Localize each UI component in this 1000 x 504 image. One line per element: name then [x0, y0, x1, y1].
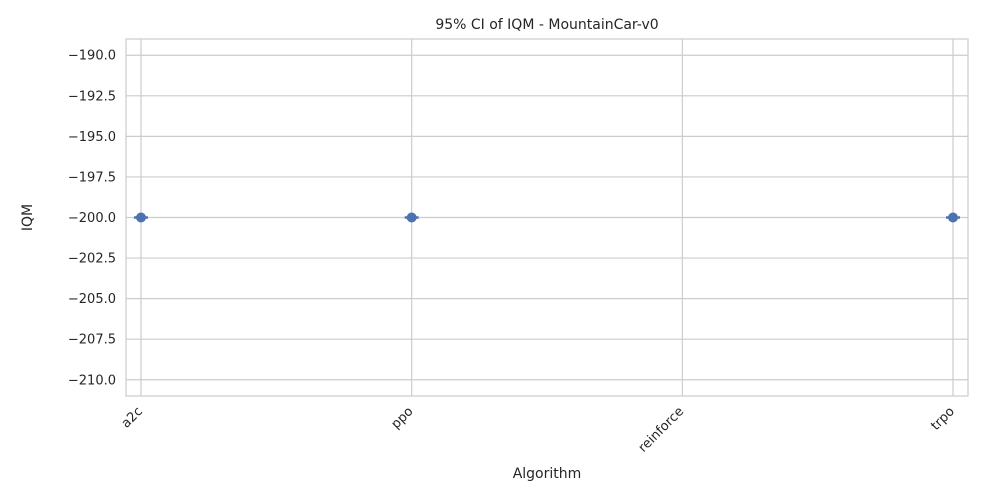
y-tick-labels: −190.0 −192.5 −195.0 −197.5 −200.0 −202.5 −205… [68, 49, 116, 389]
x-axis-label: Algorithm [513, 466, 582, 482]
y-tick-label: −202.5 [68, 252, 116, 267]
y-tick-label: −190.0 [68, 49, 116, 64]
y-tick-label: −210.0 [68, 373, 116, 388]
plot-frame [125, 38, 969, 397]
chart-title: 95% CI of IQM - MountainCar-v0 [435, 17, 658, 33]
data-points [134, 212, 960, 223]
data-point [136, 212, 146, 223]
y-axis-label: IQM [20, 204, 36, 231]
y-tick-label: −207.5 [68, 333, 116, 348]
data-point [406, 212, 417, 223]
y-tick-label: −192.5 [68, 89, 116, 104]
y-tick-label: −205.0 [68, 292, 116, 307]
y-tick-label: −195.0 [68, 130, 116, 145]
y-tick-label: −200.0 [68, 211, 116, 226]
y-tick-label: −197.5 [68, 170, 116, 185]
data-point [948, 212, 958, 223]
